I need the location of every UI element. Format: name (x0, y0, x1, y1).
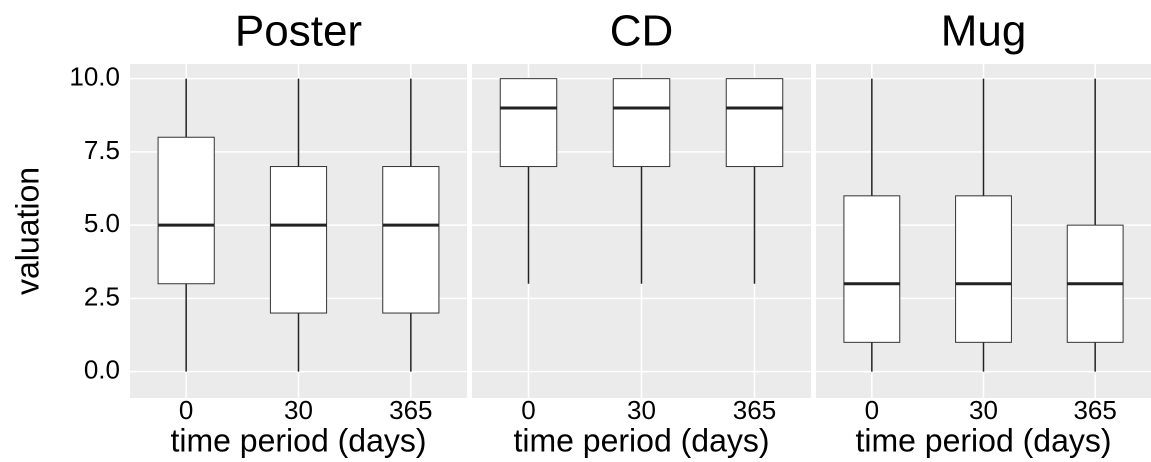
y-tick-label: 10.0 (69, 62, 120, 92)
x-tick-label: 365 (733, 395, 776, 425)
x-tick-label: 30 (284, 395, 313, 425)
box (843, 195, 901, 343)
panel-title: Poster (235, 7, 362, 56)
x-tick-label: 30 (969, 395, 998, 425)
x-tick-label: 365 (389, 395, 432, 425)
x-axis-label: time period (days) (170, 422, 426, 458)
box (269, 166, 328, 314)
x-tick-label: 0 (521, 395, 535, 425)
y-tick-label: 0.0 (84, 355, 120, 385)
y-tick-label: 7.5 (84, 135, 120, 165)
box (499, 78, 558, 168)
x-tick-label: 365 (1073, 395, 1116, 425)
x-tick-label: 0 (865, 395, 879, 425)
x-axis-label: time period (days) (513, 422, 769, 458)
x-tick-label: 30 (627, 395, 656, 425)
box (382, 166, 440, 314)
x-axis-label: time period (days) (855, 422, 1111, 458)
box (612, 78, 671, 168)
y-axis-label: valuation (9, 167, 45, 295)
panel-title: CD (610, 7, 674, 56)
box (955, 195, 1012, 343)
y-tick-label: 2.5 (84, 281, 120, 311)
panel-title: Mug (941, 7, 1027, 56)
x-tick-label: 0 (179, 395, 193, 425)
box (725, 78, 784, 168)
box (157, 136, 215, 285)
y-tick-label: 5.0 (84, 208, 120, 238)
